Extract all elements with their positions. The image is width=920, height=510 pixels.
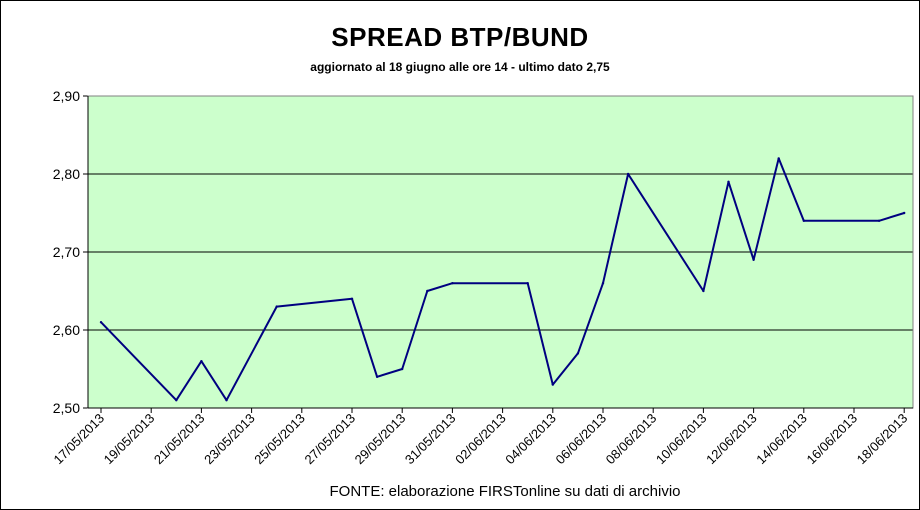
x-tick-label: 10/06/2013	[653, 411, 710, 468]
data-point	[451, 282, 454, 285]
x-tick-label: 06/06/2013	[552, 411, 609, 468]
x-tick-label: 12/06/2013	[703, 411, 760, 468]
x-tick-label: 04/06/2013	[502, 411, 559, 468]
chart-source-note: FONTE: elaborazione FIRSTonline su dati …	[329, 483, 681, 500]
data-point	[752, 258, 755, 261]
x-tick-label: 31/05/2013	[402, 411, 459, 468]
data-point	[350, 297, 354, 300]
data-point	[777, 157, 780, 160]
x-tick-label: 18/06/2013	[854, 411, 911, 468]
data-point	[877, 219, 881, 222]
data-point	[702, 289, 705, 293]
x-tick-label: 16/06/2013	[803, 411, 860, 468]
data-point	[426, 289, 429, 293]
x-tick-label: 21/05/2013	[151, 411, 208, 468]
data-point	[626, 172, 630, 176]
x-tick-label: 29/05/2013	[352, 411, 409, 468]
x-tick-label: 27/05/2013	[301, 411, 358, 468]
data-point	[727, 180, 730, 183]
data-point	[576, 352, 580, 355]
data-point	[802, 219, 805, 222]
y-tick-label: 2,50	[53, 400, 80, 416]
x-tick-label: 25/05/2013	[251, 411, 308, 468]
x-tick-label: 19/05/2013	[101, 411, 158, 468]
y-tick-label: 2,70	[53, 244, 80, 260]
data-point	[601, 282, 605, 285]
data-point	[526, 282, 529, 285]
data-point	[200, 360, 203, 363]
x-tick-label: 08/06/2013	[603, 411, 660, 468]
series-line	[100, 157, 905, 402]
data-point	[225, 399, 228, 402]
x-tick-label: 23/05/2013	[201, 411, 258, 468]
y-tick-label: 2,60	[53, 322, 80, 338]
data-point	[99, 321, 103, 324]
data-point	[401, 367, 404, 371]
x-tick-label: 17/05/2013	[50, 411, 107, 468]
data-point	[175, 399, 178, 402]
y-tick-label: 2,80	[53, 166, 80, 182]
x-tick-label: 14/06/2013	[753, 411, 810, 468]
data-point	[375, 375, 379, 378]
data-point	[551, 383, 554, 386]
chart-subtitle: aggiornato al 18 giugno alle ore 14 - ul…	[310, 60, 610, 74]
data-point	[275, 305, 278, 308]
chart-title: SPREAD BTP/BUND	[331, 22, 589, 52]
data-point	[903, 211, 906, 215]
y-tick-label: 2,90	[53, 88, 80, 104]
x-tick-label: 02/06/2013	[452, 411, 509, 468]
